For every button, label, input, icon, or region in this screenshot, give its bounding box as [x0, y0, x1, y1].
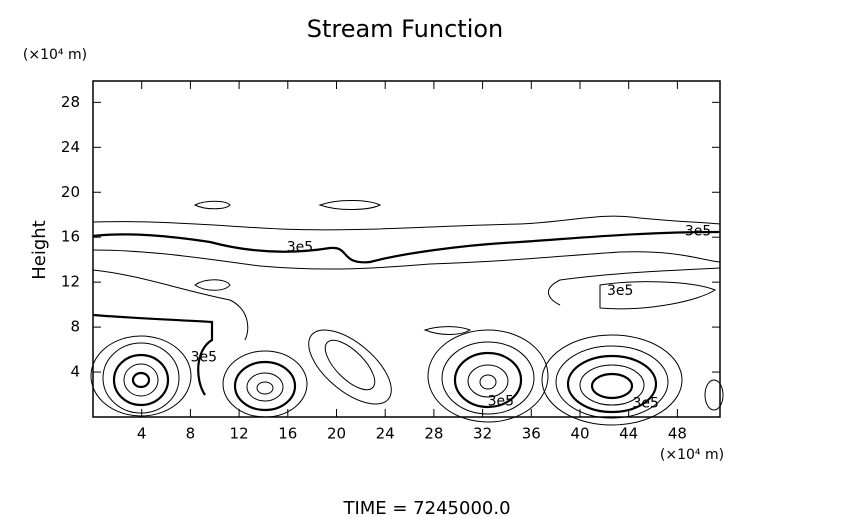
contour-label: 3e5 — [633, 396, 659, 412]
y-tick-label: 12 — [61, 273, 80, 291]
x-tick-label: 24 — [376, 425, 395, 443]
contour-label: 3e5 — [607, 283, 633, 299]
x-tick-label: 40 — [570, 425, 589, 443]
x-tick-label: 8 — [186, 425, 196, 443]
y-axis-label: Height — [29, 220, 50, 280]
y-tick-label: 28 — [61, 93, 80, 111]
y-tick-label: 8 — [70, 318, 80, 336]
x-tick-label: 48 — [668, 425, 687, 443]
x-tick-label: 44 — [619, 425, 638, 443]
x-tick-label: 16 — [278, 425, 297, 443]
x-tick-label: 32 — [473, 425, 492, 443]
contour-label: 3e5 — [287, 239, 313, 255]
contour-label: 3e5 — [685, 224, 711, 240]
x-tick-label: 20 — [327, 425, 346, 443]
footer: TIME = 7245000.0 — [342, 498, 510, 519]
contour-label: 3e5 — [191, 349, 217, 365]
contours — [90, 200, 724, 426]
x-tick-label: 12 — [230, 425, 249, 443]
x-tick-label: 4 — [137, 425, 147, 443]
y-tick-label: 24 — [61, 138, 80, 156]
x-tick-label: 36 — [522, 425, 541, 443]
x-units: (×10⁴ m) — [660, 447, 724, 463]
x-tick-label: 28 — [424, 425, 443, 443]
y-tick-label: 20 — [61, 183, 80, 201]
y-tick-label: 4 — [70, 363, 80, 381]
y-units: (×10⁴ m) — [23, 47, 87, 63]
chart-title: Stream Function — [307, 15, 504, 43]
plot-frame — [92, 80, 721, 418]
y-tick-label: 16 — [61, 228, 80, 246]
contour-label: 3e5 — [488, 393, 514, 409]
